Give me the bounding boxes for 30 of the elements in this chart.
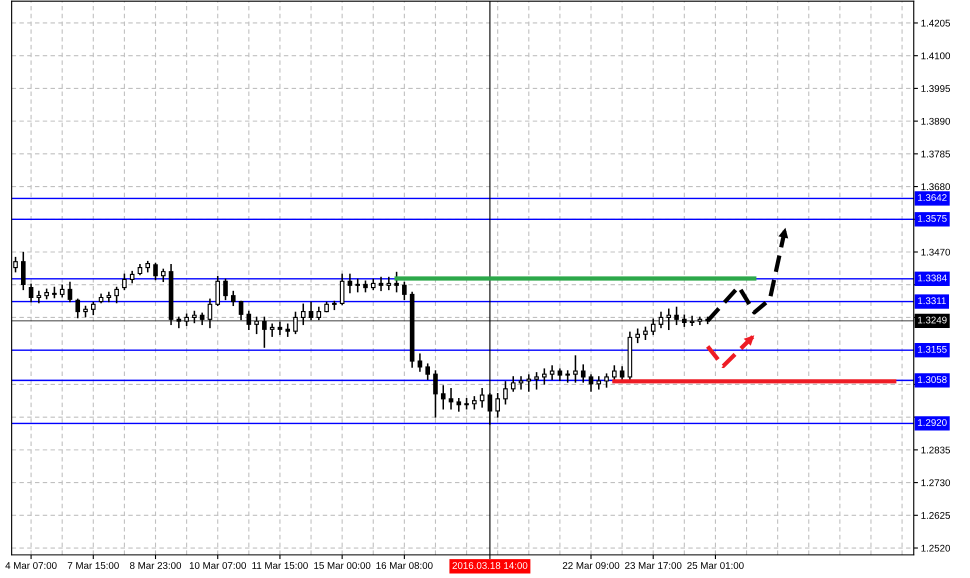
y-tick-label: 1.2730 (921, 479, 950, 486)
x-tick-label: 7 Mar 15:00 (68, 562, 119, 569)
y-tick-label: 1.3785 (921, 150, 950, 158)
x-tick-label: 15 Mar 00:00 (314, 562, 370, 569)
x-tick-label: 25 Mar 01:00 (687, 562, 744, 569)
x-tick-label: 22 Mar 09:00 (562, 562, 620, 569)
y-tick-label: 1.4100 (921, 52, 950, 60)
ref-line-label: 1.2920 (918, 419, 947, 426)
ref-line-label: 1.3155 (918, 346, 947, 353)
ref-line-label: 1.3575 (918, 215, 947, 222)
x-tick-label: 10 Mar 07:00 (190, 562, 246, 569)
x-tick-label: 4 Mar 07:00 (5, 562, 57, 569)
ref-line-label: 1.3384 (918, 274, 947, 282)
x-tick-label: 16 Mar 08:00 (376, 562, 433, 569)
y-tick-label: 1.3470 (921, 248, 950, 256)
ref-line-label: 1.3311 (918, 297, 946, 304)
y-tick-label: 1.3890 (921, 118, 950, 125)
y-tick-label: 1.3995 (921, 85, 950, 92)
y-tick-label: 1.4205 (921, 20, 950, 27)
y-tick-label: 1.2835 (921, 446, 950, 454)
ref-line-label: 1.3642 (918, 194, 947, 202)
y-tick-label: 1.3680 (921, 183, 950, 190)
ref-line-label: 1.3249 (918, 316, 947, 324)
x-tick-label: 2016.03.18 14:00 (452, 562, 528, 569)
ref-line-label: 1.3058 (918, 376, 947, 383)
y-tick-label: 1.2520 (921, 544, 950, 552)
x-tick-label: 11 Mar 15:00 (252, 562, 308, 569)
y-tick-label: 1.2625 (921, 512, 950, 519)
x-tick-label: 8 Mar 23:00 (130, 562, 182, 569)
x-tick-label: 23 Mar 17:00 (625, 562, 682, 569)
